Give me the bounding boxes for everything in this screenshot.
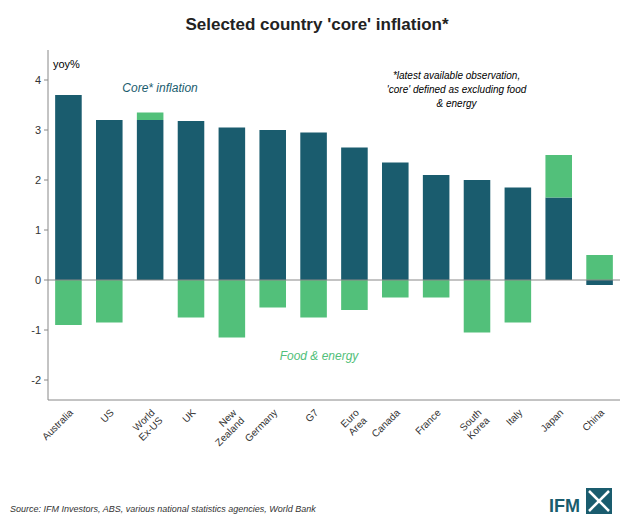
- annotation-line: 'core' defined as excluding food: [387, 84, 527, 95]
- bar: [259, 130, 286, 280]
- bar: [259, 280, 286, 308]
- bar: [464, 180, 491, 280]
- y-tick: [44, 80, 48, 81]
- annotation-line: & energy: [437, 98, 478, 109]
- bar: [219, 128, 246, 281]
- series-label: Core* inflation: [122, 81, 198, 95]
- bar: [341, 280, 368, 310]
- y-tick-label: 2: [35, 174, 41, 186]
- x-tick-label-line: China: [580, 407, 607, 434]
- x-axis-line: [48, 400, 620, 401]
- x-tick-label-line: US: [98, 407, 116, 425]
- bar: [137, 113, 164, 121]
- x-tick-label-line: Germany: [243, 407, 280, 444]
- bar: [300, 133, 327, 281]
- annotation-line: *latest available observation,: [393, 70, 520, 81]
- x-tick-label: Australia: [40, 407, 76, 443]
- source: Source: IFM Investors, ABS, various nati…: [10, 504, 316, 514]
- y-tick-label: 1: [35, 224, 41, 236]
- chart: Selected country 'core' inflation* -2 -1 0 1…: [0, 0, 634, 520]
- bar: [178, 280, 205, 318]
- bar: [55, 280, 82, 325]
- x-tick-label-line: Ex-US: [136, 414, 164, 442]
- bar: [423, 280, 450, 298]
- x-tick-label: China: [580, 407, 607, 434]
- bar: [586, 255, 613, 280]
- y-tick: [44, 280, 48, 281]
- y-tick-label: -2: [31, 374, 41, 386]
- y-tick-label: 0: [35, 274, 41, 286]
- y-axis-line: [48, 50, 49, 400]
- x-tick-label-line: Korea: [465, 414, 492, 441]
- x-tick-label: US: [98, 407, 116, 425]
- bar: [96, 120, 123, 280]
- x-tick-label-line: G7: [303, 407, 321, 425]
- x-tick-label: G7: [303, 407, 321, 425]
- page: {"chart_data": {"type": "bar", "title": …: [0, 0, 634, 520]
- bar: [178, 121, 205, 280]
- y-tick-label: 4: [35, 74, 41, 86]
- y-tick: [44, 380, 48, 381]
- bar: [137, 120, 164, 280]
- y-tick: [44, 330, 48, 331]
- bar: [505, 188, 532, 281]
- x-tick-label: WorldEx-US: [129, 407, 165, 443]
- y-tick: [44, 230, 48, 231]
- x-tick-label-line: Australia: [40, 407, 76, 443]
- x-tick-label: EuroArea: [338, 407, 369, 438]
- y-axis-label: yoy%: [53, 58, 80, 70]
- x-tick-label-line: Zealand: [213, 415, 246, 448]
- bar: [219, 280, 246, 338]
- y-tick-label: -1: [31, 324, 41, 336]
- x-tick-label: NewZealand: [205, 406, 247, 448]
- logo-box: [586, 488, 612, 514]
- bar: [423, 175, 450, 280]
- zero-line: [48, 280, 620, 281]
- bar: [55, 95, 82, 280]
- bar: [382, 280, 409, 298]
- bar: [382, 163, 409, 281]
- bar: [545, 155, 572, 198]
- x-tick-label-line: Japan: [538, 407, 565, 434]
- y-tick: [44, 130, 48, 131]
- bar: [586, 280, 613, 285]
- logo-stroke: [589, 491, 609, 511]
- x-tick-label: Japan: [538, 407, 565, 434]
- bar: [464, 280, 491, 333]
- x-tick-label: UK: [180, 407, 198, 425]
- x-tick-label-line: Canada: [369, 407, 402, 440]
- x-tick-label-line: Area: [346, 414, 369, 437]
- logo-icon: [586, 488, 612, 514]
- bar: [505, 280, 532, 323]
- bar: [300, 280, 327, 318]
- x-tick-label: France: [413, 407, 443, 437]
- y-tick: [44, 180, 48, 181]
- logo-stroke: [589, 491, 609, 511]
- bar: [545, 198, 572, 281]
- x-tick-label: Canada: [369, 407, 402, 440]
- logo-text: IFM: [549, 496, 580, 516]
- x-tick-label: Italy: [504, 407, 525, 428]
- x-tick-label-line: Italy: [504, 407, 525, 428]
- x-tick-label: Germany: [243, 407, 280, 444]
- x-tick-label: SouthKorea: [457, 407, 492, 442]
- x-tick-label-line: France: [413, 407, 443, 437]
- bar: [341, 148, 368, 281]
- bar: [96, 280, 123, 323]
- bars: [55, 95, 613, 338]
- series-label: Food & energy: [280, 349, 360, 363]
- x-tick-label-line: UK: [180, 407, 198, 425]
- y-tick-label: 3: [35, 124, 41, 136]
- title: Selected country 'core' inflation*: [185, 15, 449, 34]
- annotation: *latest available observation, 'core' def…: [387, 70, 527, 109]
